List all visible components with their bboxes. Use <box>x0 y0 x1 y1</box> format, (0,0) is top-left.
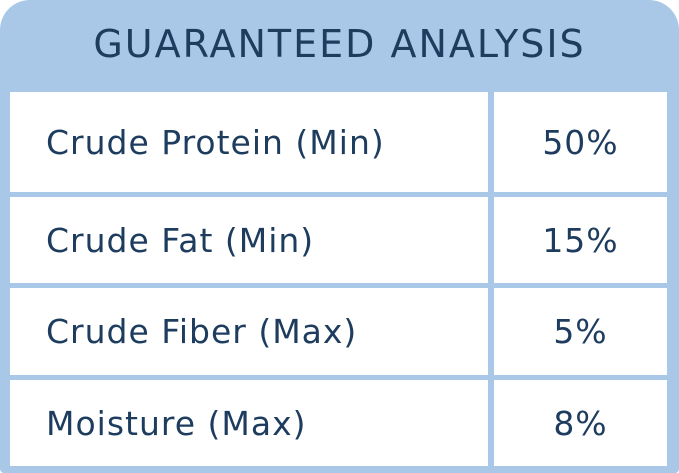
panel-title: GUARANTEED ANALYSIS <box>93 22 586 66</box>
nutrient-label: Crude Protein (Min) <box>10 92 488 192</box>
nutrient-value: 15% <box>494 197 667 283</box>
nutrient-value: 5% <box>494 288 667 375</box>
nutrient-value: 8% <box>494 380 667 466</box>
nutrient-label: Crude Fiber (Max) <box>10 288 488 375</box>
nutrient-label: Moisture (Max) <box>10 380 488 466</box>
nutrient-label: Crude Fat (Min) <box>10 197 488 283</box>
nutrient-value: 50% <box>494 92 667 192</box>
